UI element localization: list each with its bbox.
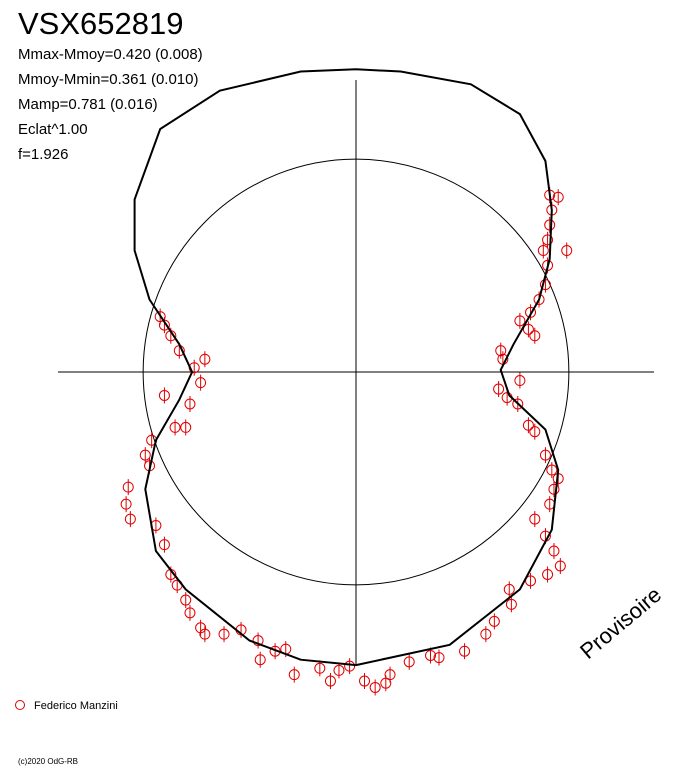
observation <box>539 279 551 291</box>
observation <box>195 377 207 389</box>
observation <box>542 234 554 246</box>
observation <box>254 654 266 666</box>
observation <box>433 652 445 664</box>
observation <box>542 568 554 580</box>
observation <box>288 669 300 681</box>
observation <box>522 323 534 335</box>
observation <box>218 628 230 640</box>
observation <box>480 628 492 640</box>
observation <box>546 464 558 476</box>
stat-line: f=1.926 <box>18 146 68 163</box>
observation <box>548 483 560 495</box>
observation <box>503 583 515 595</box>
observation <box>548 545 560 557</box>
observation <box>124 513 136 525</box>
stat-line: Mamp=0.781 (0.016) <box>18 96 158 113</box>
observation <box>120 498 132 510</box>
legend-marker <box>15 700 25 710</box>
title: VSX652819 <box>18 6 183 41</box>
observation <box>561 245 573 257</box>
observation <box>369 681 381 693</box>
observation <box>529 330 541 342</box>
observation <box>488 615 500 627</box>
observation <box>252 635 264 647</box>
observation <box>522 419 534 431</box>
stat-line: Mmoy-Mmin=0.361 (0.010) <box>18 71 198 88</box>
observation <box>344 660 356 672</box>
observation <box>154 311 166 323</box>
observation <box>158 539 170 551</box>
observation <box>529 513 541 525</box>
observation <box>514 375 526 387</box>
observation <box>180 421 192 433</box>
observation <box>139 449 151 461</box>
observation <box>380 677 392 689</box>
observation <box>554 560 566 572</box>
observation <box>403 656 415 668</box>
observation <box>505 598 517 610</box>
stat-line: Mmax-Mmoy=0.420 (0.008) <box>18 46 203 63</box>
observation <box>425 649 436 661</box>
observation <box>529 426 541 438</box>
observation <box>539 449 551 461</box>
observation <box>158 319 170 331</box>
observation <box>333 664 345 676</box>
observation <box>359 675 371 687</box>
footer: (c)2020 OdG-RB <box>18 757 78 766</box>
observation <box>184 607 196 619</box>
observation <box>544 219 556 231</box>
stat-line: Eclat^1.00 <box>18 121 88 138</box>
observation <box>199 628 211 640</box>
observation <box>122 481 134 493</box>
observation <box>514 315 526 327</box>
observation <box>199 353 211 365</box>
observation <box>495 345 507 357</box>
observation <box>512 398 524 410</box>
observation <box>525 306 537 318</box>
observation <box>158 389 170 401</box>
observation <box>169 421 181 433</box>
observation <box>533 294 545 306</box>
observation <box>180 594 192 606</box>
observation <box>184 398 196 410</box>
stats: Mmax-Mmoy=0.420 (0.008) Mmoy-Mmin=0.361 (… <box>18 46 203 163</box>
plot-area <box>58 68 654 696</box>
watermark: Provisoire <box>575 582 666 664</box>
fit-curve <box>133 68 560 667</box>
observation <box>324 675 336 687</box>
observation <box>314 662 326 674</box>
observation <box>384 669 396 681</box>
observation <box>552 191 564 203</box>
reference-circle <box>142 158 570 586</box>
observation <box>195 622 207 634</box>
observation <box>493 383 505 395</box>
legend-label: Federico Manzini <box>34 700 118 712</box>
observation <box>537 245 549 257</box>
observation <box>459 645 471 657</box>
